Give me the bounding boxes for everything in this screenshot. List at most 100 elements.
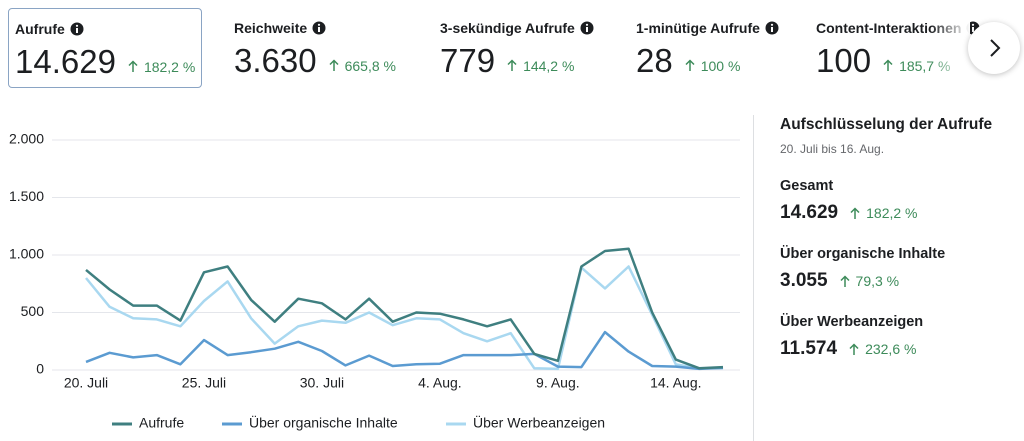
metric-value-row: 14.629 182,2 % (15, 43, 195, 81)
metric-value: 28 (636, 42, 673, 79)
info-dot (972, 23, 975, 26)
info-stem (75, 28, 78, 33)
metric-card[interactable]: 1-minütige Aufrufe 28 100 % (630, 8, 785, 88)
up-arrow-icon (507, 59, 517, 71)
change-text: 182,2 % (143, 58, 196, 75)
metric-card[interactable]: Aufrufe 14.629 182,2 % (8, 8, 203, 88)
info-stem (318, 27, 321, 32)
breakdown-panel: Aufschlüsselung der Aufrufe 20. Juli bis… (780, 116, 1020, 360)
y-tick-label: 500 (21, 303, 45, 319)
arrow-shape (850, 206, 860, 219)
info-stem (972, 27, 975, 32)
up-arrow-icon (849, 342, 859, 355)
breakdown-items: Gesamt 14.629 182,2 % Über organische Inhal… (780, 178, 1020, 360)
up-arrow-icon (128, 60, 138, 72)
breakdown-value: 3.055 (780, 270, 828, 291)
metric-label: Reichweite (234, 18, 396, 38)
y-tick-label: 0 (36, 361, 44, 377)
up-arrow-icon (883, 59, 893, 71)
arrow-shape (128, 60, 138, 72)
change-text: 79,3 % (855, 273, 900, 289)
data-line (85, 247, 724, 370)
change: 79,3 % (840, 273, 900, 289)
info-stem (585, 27, 588, 32)
x-tick-label: 14. Aug. (650, 375, 701, 391)
metric-card[interactable]: Reichweite 3.630 665,8 % (228, 8, 402, 88)
info-dot (75, 24, 78, 27)
change-text: 182,2 % (866, 205, 918, 221)
change-text: 232,6 % (865, 341, 917, 357)
x-tick-label: 4. Aug. (418, 375, 462, 391)
data-line (85, 265, 723, 371)
metric-label-text: Aufrufe (15, 21, 65, 37)
info-dot (318, 23, 321, 26)
breakdown-value-row: 14.629 182,2 % (780, 202, 1020, 224)
chevron-icon (990, 39, 1001, 57)
info-icon (765, 21, 779, 35)
info-dot (770, 23, 774, 26)
change-text: 100 % (700, 57, 741, 74)
x-tick-label: 20. Juli (64, 375, 108, 391)
x-tick-label: 9. Aug. (536, 375, 580, 391)
change: 100 % (685, 57, 741, 74)
up-arrow-icon (329, 59, 339, 71)
metric-value: 3.630 (234, 42, 317, 79)
metric-label-text: 3-sekündige Aufrufe (440, 20, 575, 36)
arrow-shape (507, 59, 517, 71)
info-dot (585, 23, 588, 26)
change-text: 144,2 % (523, 57, 575, 74)
arrow-shape (840, 274, 850, 287)
metric-value-row: 3.630 665,8 % (234, 42, 396, 80)
info-icon (70, 22, 84, 36)
metric-value-row: 779 144,2 % (440, 42, 594, 80)
breakdown-value: 11.574 (780, 338, 838, 359)
separator (753, 115, 754, 441)
y-tick-label: 1.500 (9, 188, 44, 204)
breakdown-value-row: 3.055 79,3 % (780, 270, 1020, 292)
metric-label: 3-sekündige Aufrufe (440, 18, 594, 38)
metric-label: 1-minütige Aufrufe (636, 18, 779, 38)
metric-value: 14.629 (15, 43, 116, 80)
fade (930, 0, 970, 95)
arrow-shape (883, 59, 893, 71)
next-button[interactable] (968, 22, 1020, 74)
y-tick-label: 1.000 (9, 246, 44, 262)
breakdown-value-row: 11.574 232,6 % (780, 338, 1020, 360)
metric-card[interactable]: 3-sekündige Aufrufe 779 144,2 % (434, 8, 600, 88)
legend-item[interactable]: Über organische Inhalte (222, 414, 398, 431)
breakdown-subtitle: 20. Juli bis 16. Aug. (780, 142, 885, 156)
legend-label: Über Werbeanzeigen (473, 414, 605, 431)
y-tick-label: 2.000 (9, 131, 44, 147)
up-arrow-icon (840, 274, 850, 287)
data-line (85, 330, 724, 371)
up-arrow-icon (850, 206, 860, 219)
breakdown-value: 14.629 (780, 202, 839, 223)
chart: 0 500 1.000 1.500 2.000 20. Juli 25. Juli 30. J… (9, 131, 740, 431)
breakdown-item: Über Werbeanzeigen 11.574 232,6 % (780, 314, 1020, 360)
breakdown-label: Gesamt (780, 178, 834, 194)
info-stem (770, 27, 773, 32)
breakdown-item: Gesamt 14.629 182,2 % (780, 178, 1020, 224)
metric-label-text: 1-minütige Aufrufe (636, 20, 760, 36)
change-text: 665,8 % (344, 57, 396, 74)
metric-label-text: Reichweite (234, 20, 308, 36)
legend-item[interactable]: Aufrufe (112, 415, 184, 431)
metric-label-text: Content-Interaktionen (816, 20, 962, 36)
arrow-shape (685, 59, 695, 71)
change: 144,2 % (507, 58, 574, 74)
info-icon (580, 21, 594, 35)
up-arrow-icon (685, 59, 695, 71)
arrow-shape (329, 59, 339, 71)
arrow-shape (849, 342, 859, 355)
breakdown-item: Über organische Inhalte 3.055 79,3 % (780, 246, 1020, 292)
change: 665,8 % (329, 58, 396, 74)
change: 182,2 % (128, 59, 195, 75)
breakdown-label: Über organische Inhalte (780, 246, 946, 262)
x-tick-label: 30. Juli (300, 375, 344, 391)
change: 182,2 % (850, 205, 918, 221)
legend-item[interactable]: Über Werbeanzeigen (446, 414, 605, 431)
breakdown-label: Über Werbeanzeigen (780, 314, 924, 330)
metric-value: 100 (816, 42, 872, 79)
x-tick-label: 25. Juli (182, 375, 226, 391)
